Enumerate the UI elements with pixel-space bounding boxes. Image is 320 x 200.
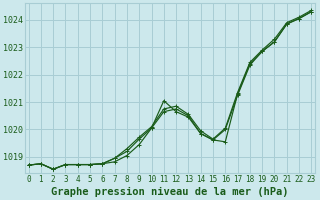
X-axis label: Graphe pression niveau de la mer (hPa): Graphe pression niveau de la mer (hPa) [51,186,289,197]
